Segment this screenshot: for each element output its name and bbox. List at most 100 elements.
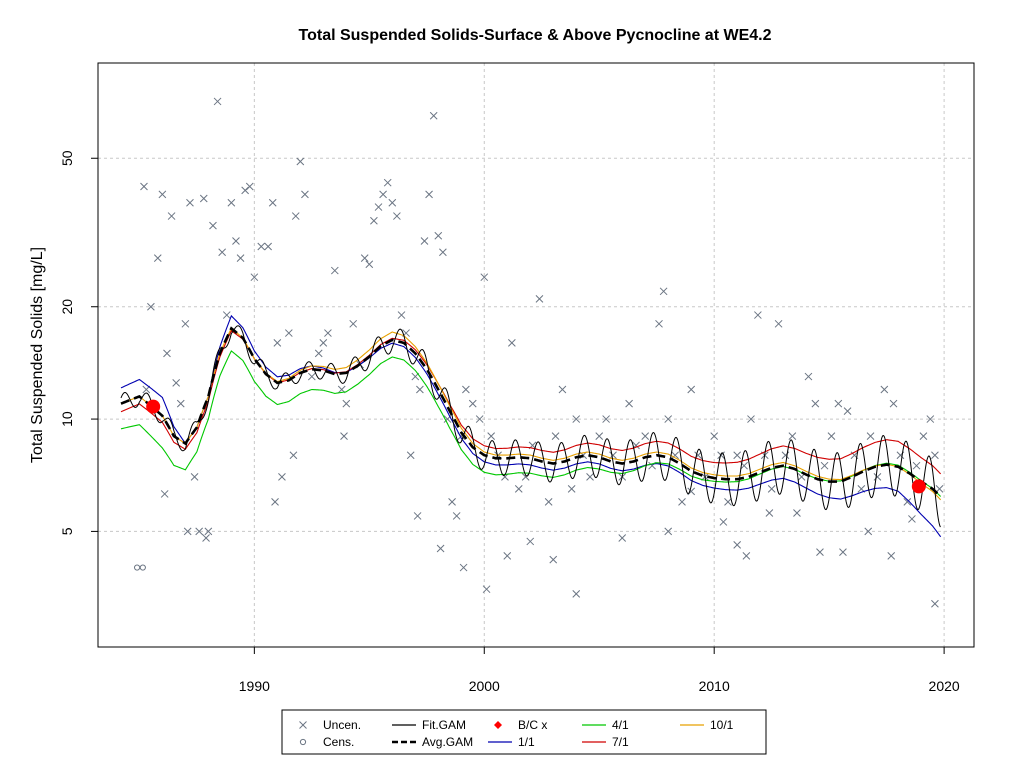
- uncensored-point: [602, 415, 610, 423]
- uncensored-point: [163, 349, 171, 358]
- legend-item: 10/1: [680, 718, 734, 732]
- plot-area-frame: [97, 62, 975, 648]
- uncensored-point: [436, 544, 445, 553]
- uncensored-point: [487, 432, 496, 440]
- y-tick-label: 20: [59, 299, 75, 315]
- legend-label: 1/1: [518, 735, 535, 749]
- legend-label: Uncen.: [323, 718, 361, 732]
- uncensored-point: [181, 319, 190, 328]
- x-tick-label: 2020: [929, 678, 960, 694]
- uncensored-point: [931, 451, 939, 460]
- uncensored-point: [535, 294, 544, 303]
- uncensored-point: [199, 194, 208, 203]
- uncensored-point: [747, 415, 755, 423]
- uncensored-point: [273, 339, 282, 347]
- uncensored-point: [880, 385, 889, 394]
- legend-label: Cens.: [323, 735, 354, 749]
- uncensored-point: [503, 551, 512, 560]
- uncensored-point: [765, 509, 774, 517]
- uncensored-point: [671, 451, 679, 460]
- uncensored-point: [195, 527, 204, 536]
- uncensored-point: [781, 451, 790, 460]
- legend-item: Uncen.: [299, 718, 361, 732]
- uncensored-point: [567, 485, 576, 493]
- uncensored-point: [278, 473, 286, 481]
- legend-label: 10/1: [710, 718, 734, 732]
- uncensored-point: [425, 190, 433, 199]
- uncensored-point: [172, 379, 181, 387]
- uncensored-point: [931, 599, 939, 608]
- series-line-1-1: [120, 314, 942, 538]
- uncensored-point: [774, 319, 783, 328]
- uncensored-point: [526, 537, 535, 546]
- y-tick-label: 5: [59, 527, 75, 535]
- uncensored-point: [360, 254, 369, 262]
- uncensored-point: [153, 254, 162, 262]
- uncensored-point: [232, 237, 240, 245]
- uncensored-point: [641, 432, 650, 440]
- legend-label: Avg.GAM: [422, 735, 473, 749]
- grid-lines: [98, 63, 974, 647]
- uncensored-point: [935, 485, 944, 493]
- legend-label: Fit.GAM: [422, 718, 466, 732]
- legend-label: 4/1: [612, 718, 629, 732]
- uncensored-point: [549, 555, 558, 564]
- uncensored-point: [926, 415, 935, 423]
- uncensored-point: [434, 231, 443, 240]
- uncensored-point: [586, 473, 594, 481]
- uncensored-point: [222, 311, 231, 319]
- uncensored-point: [268, 198, 277, 207]
- uncensored-point: [245, 182, 254, 191]
- uncensored-point: [625, 399, 633, 408]
- uncensored-point: [887, 551, 896, 560]
- x-tick-label: 1990: [239, 678, 270, 694]
- uncensored-point: [383, 178, 392, 187]
- uncensored-point: [903, 497, 912, 506]
- uncensored-point: [719, 518, 728, 526]
- uncensored-point: [183, 527, 192, 536]
- uncensored-point: [186, 198, 194, 207]
- uncensored-point: [468, 399, 477, 408]
- legend-item: 1/1: [488, 735, 535, 749]
- uncensored-point: [397, 311, 406, 319]
- uncensored-point: [544, 497, 553, 506]
- uncensored-point: [284, 329, 293, 337]
- uncensored-point: [289, 451, 298, 460]
- legend-item: 7/1: [582, 735, 629, 749]
- uncensored-point: [820, 461, 829, 470]
- chart-title: Total Suspended Solids-Surface & Above P…: [299, 27, 772, 44]
- uncensored-point: [140, 182, 148, 191]
- avg-gam-line: [120, 326, 942, 498]
- uncensored-point: [160, 490, 169, 498]
- uncensored-point: [324, 329, 332, 337]
- uncensored-point: [291, 212, 300, 220]
- uncensored-point: [572, 415, 581, 423]
- uncensored-point: [793, 509, 801, 517]
- legend-item: Avg.GAM: [392, 735, 473, 749]
- uncensored-point: [429, 111, 438, 120]
- uncensored-point: [340, 432, 348, 440]
- uncensored-point: [816, 548, 824, 556]
- bc-point: [911, 479, 926, 494]
- uncensored-point: [733, 541, 742, 549]
- uncensored-point: [733, 451, 742, 460]
- uncensored-point: [839, 548, 847, 556]
- uncensored-point: [301, 190, 309, 199]
- uncensored-point: [370, 216, 378, 225]
- uncensored-point: [416, 385, 424, 394]
- uncensored-point: [342, 399, 351, 408]
- uncensored-point: [388, 198, 397, 207]
- uncensored-point: [508, 339, 516, 347]
- y-axis-label: Total Suspended Solids [mg/L]: [29, 247, 46, 463]
- uncensored-point: [365, 260, 374, 269]
- uncensored-point: [330, 266, 339, 275]
- uncensored-point: [864, 527, 873, 536]
- uncensored-point: [595, 432, 604, 440]
- uncensored-point: [572, 590, 581, 598]
- legend: Uncen. Cens. Fit.GAM Avg.GAM B/C x 1/1 4/1 7/1 1…: [281, 709, 767, 755]
- legend-box: [281, 709, 767, 755]
- uncensored-point: [393, 212, 401, 220]
- uncensored-point: [873, 473, 882, 481]
- uncensored-point: [558, 385, 567, 394]
